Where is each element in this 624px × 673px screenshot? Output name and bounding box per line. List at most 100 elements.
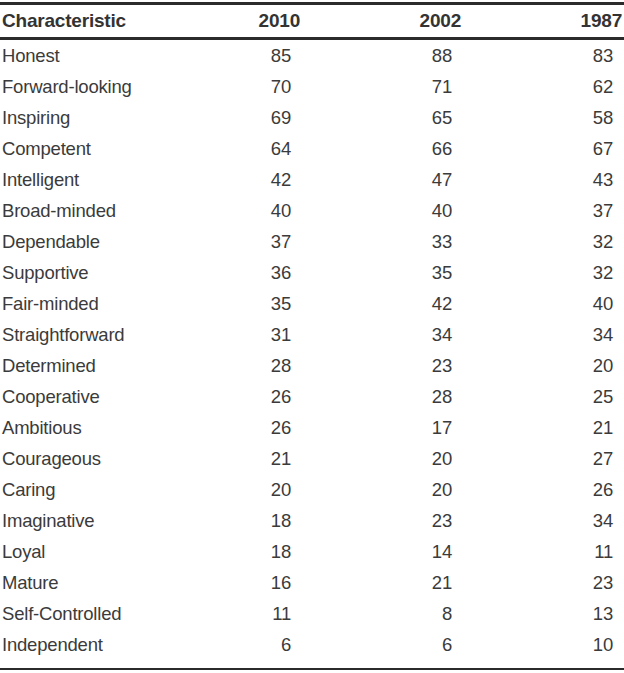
characteristic-cell: Supportive: [0, 257, 180, 288]
value-cell: 27: [463, 443, 624, 474]
table-row: Self-Controlled11813: [0, 598, 624, 629]
table-header: Characteristic 2010 2002 1987: [0, 4, 624, 39]
value-cell: 23: [463, 567, 624, 598]
value-cell: 18: [180, 505, 302, 536]
characteristic-cell: Forward-looking: [0, 71, 180, 102]
value-cell: 6: [180, 629, 302, 669]
table-row: Competent646667: [0, 133, 624, 164]
value-cell: 40: [302, 195, 463, 226]
value-cell: 26: [463, 474, 624, 505]
value-cell: 64: [180, 133, 302, 164]
value-cell: 33: [302, 226, 463, 257]
characteristic-cell: Broad-minded: [0, 195, 180, 226]
characteristic-cell: Caring: [0, 474, 180, 505]
value-cell: 23: [302, 350, 463, 381]
value-cell: 67: [463, 133, 624, 164]
table-row: Imaginative182334: [0, 505, 624, 536]
table-row: Independent6610: [0, 629, 624, 669]
value-cell: 21: [463, 412, 624, 443]
value-cell: 13: [463, 598, 624, 629]
table-row: Honest858883: [0, 39, 624, 72]
table-row: Forward-looking707162: [0, 71, 624, 102]
characteristic-cell: Loyal: [0, 536, 180, 567]
value-cell: 20: [463, 350, 624, 381]
characteristic-cell: Courageous: [0, 443, 180, 474]
characteristic-cell: Mature: [0, 567, 180, 598]
column-header-2002: 2002: [302, 4, 463, 39]
value-cell: 10: [463, 629, 624, 669]
value-cell: 71: [302, 71, 463, 102]
value-cell: 14: [302, 536, 463, 567]
value-cell: 69: [180, 102, 302, 133]
table-row: Determined282320: [0, 350, 624, 381]
value-cell: 21: [302, 567, 463, 598]
value-cell: 42: [180, 164, 302, 195]
table-row: Dependable373332: [0, 226, 624, 257]
column-header-characteristic: Characteristic: [0, 4, 180, 39]
value-cell: 16: [180, 567, 302, 598]
header-row: Characteristic 2010 2002 1987: [0, 4, 624, 39]
value-cell: 88: [302, 39, 463, 72]
value-cell: 58: [463, 102, 624, 133]
characteristic-cell: Imaginative: [0, 505, 180, 536]
table-body: Honest858883Forward-looking707162Inspiri…: [0, 39, 624, 670]
value-cell: 40: [180, 195, 302, 226]
table-row: Caring202026: [0, 474, 624, 505]
value-cell: 8: [302, 598, 463, 629]
column-header-1987: 1987: [463, 4, 624, 39]
value-cell: 62: [463, 71, 624, 102]
value-cell: 6: [302, 629, 463, 669]
value-cell: 17: [302, 412, 463, 443]
value-cell: 35: [180, 288, 302, 319]
table-row: Loyal181411: [0, 536, 624, 567]
value-cell: 34: [463, 319, 624, 350]
value-cell: 36: [180, 257, 302, 288]
value-cell: 11: [463, 536, 624, 567]
table-row: Broad-minded404037: [0, 195, 624, 226]
value-cell: 11: [180, 598, 302, 629]
value-cell: 37: [180, 226, 302, 257]
table-row: Cooperative262825: [0, 381, 624, 412]
table-row: Supportive363532: [0, 257, 624, 288]
value-cell: 32: [463, 257, 624, 288]
value-cell: 65: [302, 102, 463, 133]
value-cell: 42: [302, 288, 463, 319]
value-cell: 23: [302, 505, 463, 536]
table-row: Fair-minded354240: [0, 288, 624, 319]
characteristic-cell: Cooperative: [0, 381, 180, 412]
characteristic-cell: Fair-minded: [0, 288, 180, 319]
value-cell: 18: [180, 536, 302, 567]
value-cell: 83: [463, 39, 624, 72]
value-cell: 35: [302, 257, 463, 288]
value-cell: 66: [302, 133, 463, 164]
value-cell: 43: [463, 164, 624, 195]
value-cell: 28: [302, 381, 463, 412]
value-cell: 26: [180, 381, 302, 412]
column-header-2010: 2010: [180, 4, 302, 39]
table-row: Intelligent424743: [0, 164, 624, 195]
table-row: Straightforward313434: [0, 319, 624, 350]
characteristic-cell: Dependable: [0, 226, 180, 257]
characteristic-cell: Ambitious: [0, 412, 180, 443]
characteristic-cell: Straightforward: [0, 319, 180, 350]
characteristic-cell: Independent: [0, 629, 180, 669]
value-cell: 40: [463, 288, 624, 319]
value-cell: 20: [302, 443, 463, 474]
value-cell: 47: [302, 164, 463, 195]
characteristics-table: Characteristic 2010 2002 1987 Honest8588…: [0, 2, 624, 670]
characteristic-cell: Self-Controlled: [0, 598, 180, 629]
table-row: Ambitious261721: [0, 412, 624, 443]
value-cell: 20: [180, 474, 302, 505]
value-cell: 70: [180, 71, 302, 102]
value-cell: 25: [463, 381, 624, 412]
characteristic-cell: Inspiring: [0, 102, 180, 133]
table-row: Mature162123: [0, 567, 624, 598]
value-cell: 31: [180, 319, 302, 350]
characteristic-cell: Honest: [0, 39, 180, 72]
characteristic-cell: Determined: [0, 350, 180, 381]
table-row: Courageous212027: [0, 443, 624, 474]
value-cell: 28: [180, 350, 302, 381]
value-cell: 34: [463, 505, 624, 536]
value-cell: 20: [302, 474, 463, 505]
value-cell: 85: [180, 39, 302, 72]
